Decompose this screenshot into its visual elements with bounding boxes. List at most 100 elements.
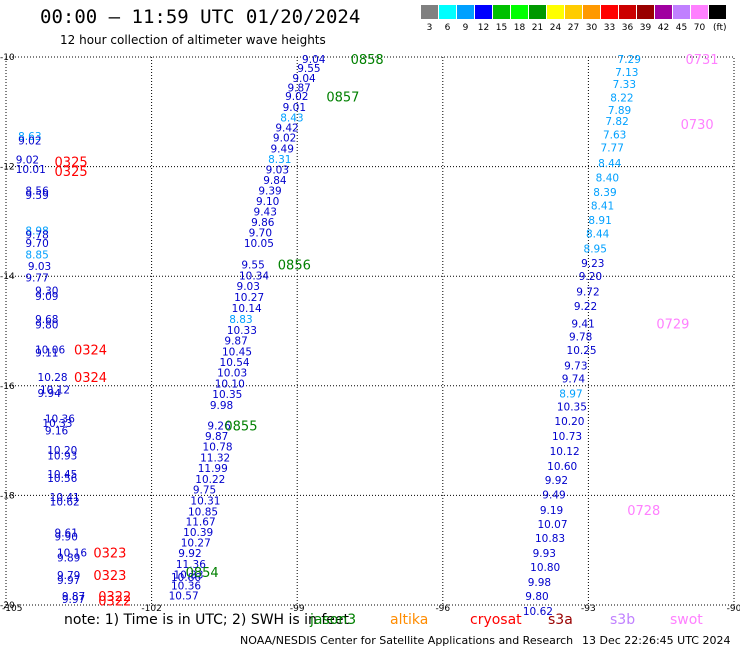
pass-time-label: 0730 [681,118,714,133]
wave-height-value: 10.33 [42,418,72,430]
colorbar-label: 45 [675,23,688,33]
colorbar-label: 21 [531,23,544,33]
wave-height-value: 10.14 [232,303,262,315]
wave-height-value: 9.80 [35,319,58,331]
mission-legend-item: s3b [610,612,636,628]
wave-height-value: 9.92 [545,475,568,487]
pass-time-label: 0858 [351,53,384,68]
wave-height-value: 10.36 [45,414,75,426]
wave-height-value: 8.83 [229,314,252,326]
colorbar-swatch [583,5,600,19]
wave-height-value: 9.92 [178,548,201,560]
wave-height-value: 9.79 [57,570,80,582]
wave-height-value: 10.56 [47,473,77,485]
map-frame [5,56,735,606]
wave-height-value: 10.34 [239,271,269,283]
colorbar-label: 33 [603,23,616,33]
colorbar-swatch [709,5,726,19]
wave-height-value: 9.04 [292,73,316,85]
colorbar-label: 3 [426,23,433,33]
colorbar-swatch [421,5,438,19]
wave-height-value: 10.06 [35,345,65,357]
wave-height-value: 9.84 [263,175,287,187]
wave-height-value: 8.43 [280,112,303,124]
wave-height-value: 9.20 [579,271,602,283]
wave-height-value: 9.70 [249,227,272,239]
colorbar-swatch [493,5,510,19]
wave-height-value: 9.19 [540,505,563,517]
pass-time-label: 0325 [55,156,88,171]
colorbar-swatch [637,5,654,19]
lon-tick-label: -93 [581,604,596,614]
pass-time-label: 0322 [98,590,131,605]
wave-height-value: 10.45 [47,469,77,481]
wave-height-value: 9.41 [571,318,594,330]
wave-height-value: 8.31 [268,154,291,166]
colorbar-swatch [691,5,708,19]
data-marks: 9.049.559.049.879.029.018.439.429.029.49… [16,53,719,618]
wave-height-value: 10.83 [535,533,565,545]
colorbar-swatch [457,5,474,19]
wave-height-value: 10.60 [547,461,577,473]
wave-height-value: 8.22 [610,93,633,105]
wave-height-value: 9.02 [285,91,308,103]
wave-height-value: 10.27 [181,538,211,550]
lon-tick-label: -99 [290,604,305,614]
colorbar-label: 39 [639,23,652,33]
wave-height-value: 10.07 [537,519,567,531]
colorbar-label: 24 [549,23,562,33]
lat-tick-label: -16 [0,382,15,392]
wave-height-value: 7.82 [605,116,628,128]
wave-height-value: 8.95 [584,243,607,255]
wave-height-value: 10.28 [38,372,68,384]
mission-legend-item: swot [670,612,703,628]
wave-height-value: 9.01 [283,102,306,114]
wave-height-value: 10.22 [195,474,225,486]
lon-tick-label: -102 [141,604,161,614]
colorbar-swatch [673,5,690,19]
wave-height-value: 9.97 [57,575,80,587]
wave-height-value: 10.35 [212,389,242,401]
wave-height-value: 7.77 [601,142,624,154]
wave-height-value: 9.59 [25,190,48,202]
wave-height-value: 10.73 [552,431,582,443]
wave-height-value: 10.41 [50,492,80,504]
colorbar-unit: (ft) [713,23,727,33]
lat-tick-label: -20 [0,601,15,611]
wave-height-value: 10.01 [16,164,46,176]
wave-height-value: 10.78 [203,442,233,454]
lon-tick-label: -105 [2,604,22,614]
mission-legend-item: jason3 [310,612,357,628]
wave-height-value: 10.12 [550,446,580,458]
colorbar-label: 27 [567,23,580,33]
wave-height-value: 9.77 [25,272,48,284]
wave-height-value: 9.90 [55,532,78,544]
wave-height-value: 9.87 [287,83,310,95]
wave-height-value: 9.74 [562,374,586,386]
wave-height-value: 8.56 [25,186,49,198]
wave-height-value: 9.11 [35,347,58,359]
wave-height-value: 9.87 [224,335,247,347]
wave-height-value: 9.94 [38,388,62,400]
pass-time-label: 0856 [278,259,311,274]
wave-height-value: 9.87 [62,591,85,603]
colorbar-label: 15 [495,23,508,33]
wave-height-value: 10.62 [50,496,80,508]
wave-height-value: 9.80 [525,591,548,603]
wave-height-value: 9.04 [302,54,326,66]
wave-height-value: 8.44 [598,158,622,170]
chart-title: 00:00 – 11:59 UTC 01/20/2024 [40,6,361,28]
lon-tick-label: -90 [727,604,740,614]
pass-time-label: 0855 [224,419,257,434]
wave-height-value: 9.72 [576,287,599,299]
colorbar-label: 18 [513,23,526,33]
colorbar-label: 30 [585,23,598,33]
wave-height-value: 10.16 [57,547,87,559]
wave-height-value: 10.93 [47,450,77,462]
colorbar-swatch [439,5,456,19]
wave-height-value: 10.54 [220,357,250,369]
lat-tick-label: -10 [0,53,15,63]
wave-height-value: 8.85 [25,249,48,261]
grid-lines [6,57,734,605]
pass-time-label: 0325 [55,165,88,180]
